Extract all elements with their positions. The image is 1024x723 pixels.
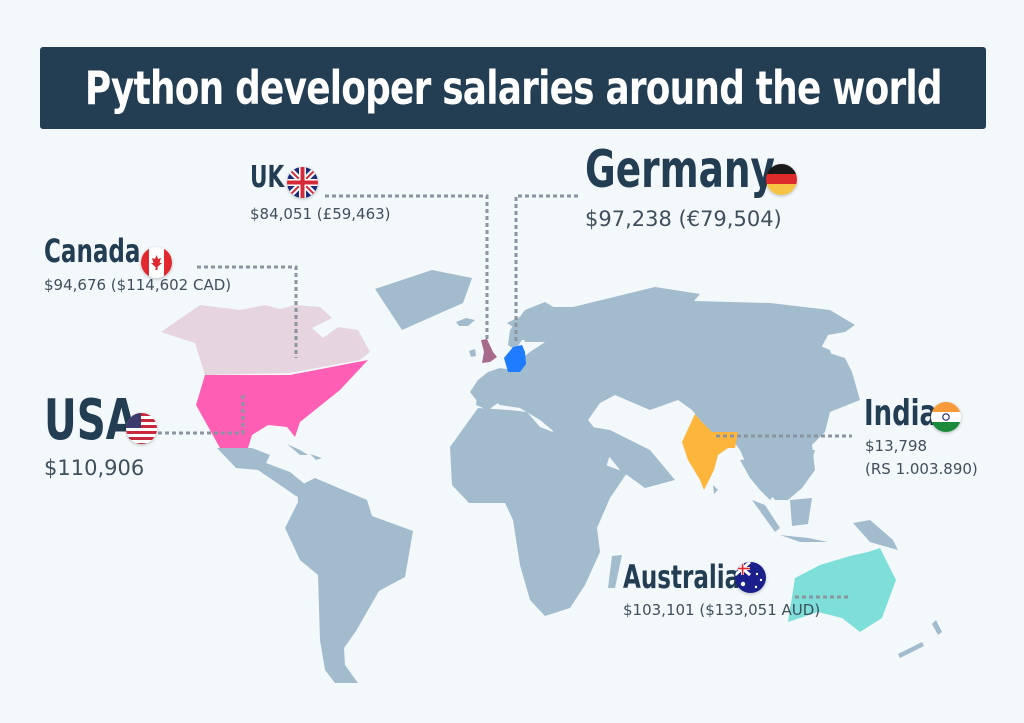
india-salary-wrap: $13,798 <box>865 437 927 456</box>
uk-salary: $84,051 (£59,463) <box>250 205 391 223</box>
usa-salary: $110,906 <box>44 456 145 480</box>
usa-label: USA <box>44 388 173 453</box>
page-title: Python developer salaries around the wor… <box>84 61 943 115</box>
new-guinea <box>853 520 898 550</box>
india-local-wrap: (RS 1.003.890) <box>865 460 978 479</box>
india-region <box>682 414 738 490</box>
australia-salary: $103,101 ($133,051 AUD) <box>623 601 821 619</box>
australia-flag-icon <box>735 562 766 593</box>
uk-region <box>481 339 497 363</box>
sumatra <box>752 500 780 532</box>
india-salary: $13,798 <box>865 437 928 455</box>
india-salary-local: (RS 1.003.890) <box>865 460 978 478</box>
new-zealand-north <box>932 620 942 635</box>
germany-salary: $97,238 (€79,504) <box>585 207 782 231</box>
germany-region <box>504 345 526 372</box>
madagascar <box>608 555 622 588</box>
usa-region <box>196 360 368 448</box>
canada-region <box>161 305 370 375</box>
new-zealand-south <box>898 642 924 658</box>
canada-leader <box>197 265 298 358</box>
australia-name: Australia <box>623 558 741 596</box>
canada-salary-wrap: $94,676 ($114,602 CAD) <box>44 276 231 295</box>
canada-label: Canada <box>44 232 178 270</box>
uk-flag-icon <box>287 167 318 198</box>
australia-label: Australia <box>623 558 786 596</box>
caribbean-2 <box>310 454 322 460</box>
caribbean-1 <box>287 444 308 455</box>
japan <box>816 345 835 380</box>
scandinavia <box>508 302 555 350</box>
sri-lanka <box>713 485 718 494</box>
leader-lines <box>158 194 852 599</box>
uk-salary-wrap: $84,051 (£59,463) <box>250 205 391 224</box>
usa-flag-icon <box>126 413 157 444</box>
arabian-peninsula <box>580 425 675 488</box>
usa-salary-wrap: $110,906 <box>44 456 144 480</box>
usa-leader <box>158 392 245 435</box>
africa <box>450 408 627 616</box>
india-flag-icon <box>931 402 961 432</box>
java <box>780 535 828 542</box>
uk-label: UK <box>250 160 298 195</box>
borneo <box>790 498 812 526</box>
ireland <box>469 349 476 357</box>
indochina <box>740 458 780 500</box>
germany-flag-icon <box>766 164 797 195</box>
title-banner: Python developer salaries around the wor… <box>40 47 986 129</box>
mexico-central-america <box>217 448 312 500</box>
germany-label: Germany <box>585 140 849 200</box>
taiwan <box>810 450 815 457</box>
canada-salary: $94,676 ($114,602 CAD) <box>44 276 232 294</box>
greenland <box>375 270 472 330</box>
land-masses <box>217 270 942 683</box>
uk-leader <box>325 194 489 342</box>
south-america <box>285 478 413 683</box>
australia-region <box>788 548 896 632</box>
canada-name: Canada <box>44 232 141 270</box>
iberia <box>476 384 502 410</box>
india-name: India <box>864 393 938 434</box>
germany-name: Germany <box>585 140 775 200</box>
iceland <box>456 318 475 326</box>
uk-name: UK <box>250 160 285 195</box>
canada-flag-icon <box>141 247 172 278</box>
australia-salary-wrap: $103,101 ($133,051 AUD) <box>623 601 820 620</box>
germany-salary-wrap: $97,238 (€79,504) <box>585 207 782 231</box>
usa-name: USA <box>44 388 137 453</box>
india-label: India <box>864 393 965 434</box>
italy <box>528 378 552 402</box>
